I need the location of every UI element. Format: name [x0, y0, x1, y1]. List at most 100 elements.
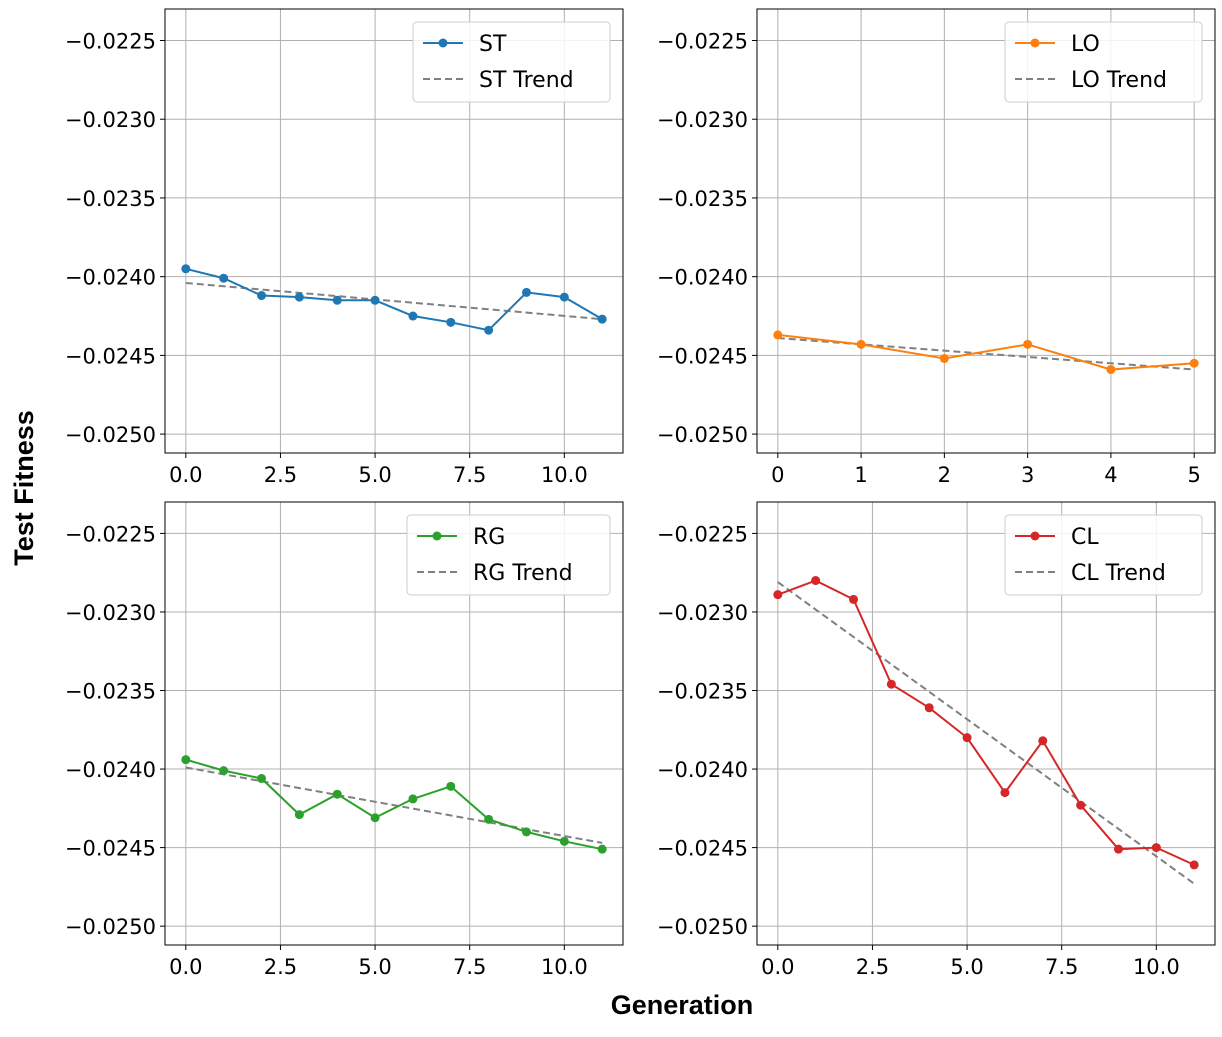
- y-tick-label: −0.0245: [657, 344, 748, 368]
- x-tick-label: 0.0: [169, 955, 202, 979]
- axes-frame: [164, 501, 624, 946]
- y-tick-label: −0.0250: [657, 915, 748, 939]
- data-point: [559, 292, 569, 302]
- data-point: [1076, 800, 1086, 810]
- data-point: [257, 291, 267, 301]
- data-point: [939, 354, 949, 364]
- legend-label: LO: [1071, 32, 1100, 57]
- data-point: [408, 794, 418, 804]
- legend-label: LO Trend: [1071, 68, 1167, 93]
- x-tick-label: 3: [1021, 463, 1034, 487]
- subplot-cl: 0.0 2.5 5.0 7.5 10.0 −0.0225 −0.0230 −0.0235 −0.…: [657, 501, 1216, 979]
- series-line-lo: [777, 333, 1195, 371]
- data-point: [219, 273, 229, 283]
- x-tick-label: 2.5: [264, 463, 297, 487]
- legend-marker-icon: [432, 531, 442, 541]
- data-point: [484, 325, 494, 335]
- data-point: [1151, 843, 1161, 853]
- x-tick-label: 5.0: [358, 955, 391, 979]
- y-tick-label: −0.0245: [65, 344, 156, 368]
- x-tick-label: 7.5: [1045, 955, 1078, 979]
- x-tick-label: 10.0: [541, 463, 588, 487]
- x-tick-label: 2.5: [856, 955, 889, 979]
- data-point: [446, 317, 456, 327]
- y-tick-label: −0.0235: [65, 680, 156, 704]
- y-tick-label: −0.0235: [657, 187, 748, 211]
- y-tick-label: −0.0230: [657, 601, 748, 625]
- axes-frame: [164, 8, 624, 454]
- y-tick-label: −0.0240: [65, 758, 156, 782]
- y-tick-label: −0.0225: [657, 522, 748, 546]
- x-axis-label: Generation: [611, 990, 754, 1020]
- x-tick-label: 5: [1187, 463, 1200, 487]
- legend-marker-icon: [1030, 38, 1040, 48]
- data-point: [1106, 365, 1116, 375]
- data-point: [219, 766, 229, 776]
- data-point: [484, 814, 494, 824]
- data-point: [773, 330, 783, 340]
- x-tick-label: 2.5: [264, 955, 297, 979]
- x-tick-label: 2: [938, 463, 951, 487]
- data-point: [446, 781, 456, 791]
- data-point: [408, 311, 418, 321]
- series-line-rg: [185, 758, 603, 851]
- y-tick-label: −0.0240: [657, 758, 748, 782]
- data-point: [370, 295, 380, 305]
- y-tick-label: −0.0245: [65, 837, 156, 861]
- legend-box: [406, 514, 611, 596]
- data-point: [597, 844, 607, 854]
- x-tick-label: 10.0: [1133, 955, 1180, 979]
- legend-label: RG: [473, 525, 505, 550]
- x-tick-label: 7.5: [453, 955, 486, 979]
- y-tick-label: −0.0240: [65, 266, 156, 290]
- data-point: [521, 287, 531, 297]
- data-point: [257, 773, 267, 783]
- x-tick-label: 4: [1104, 463, 1117, 487]
- legend-label: ST Trend: [479, 68, 574, 93]
- legend-label: ST: [479, 32, 507, 57]
- x-tick-label: 0: [771, 463, 784, 487]
- subplot-st: 0.0 2.5 5.0 7.5 10.0 −0.0225 −0.0230 −0.0235 −0.…: [65, 8, 624, 487]
- data-point: [1113, 844, 1123, 854]
- data-point: [1000, 788, 1010, 798]
- x-tick-label: 5.0: [950, 955, 983, 979]
- data-point: [849, 594, 859, 604]
- series-line-cl: [777, 579, 1195, 866]
- y-tick-label: −0.0230: [65, 601, 156, 625]
- y-tick-label: −0.0240: [657, 266, 748, 290]
- y-tick-label: −0.0235: [657, 680, 748, 704]
- series-line-st: [185, 267, 603, 332]
- data-point: [597, 314, 607, 324]
- data-point: [886, 679, 896, 689]
- legend: CL CL Trend: [1004, 514, 1203, 596]
- data-point: [294, 292, 304, 302]
- legend-label: CL Trend: [1071, 561, 1166, 586]
- data-point: [181, 755, 191, 765]
- y-tick-label: −0.0230: [657, 108, 748, 132]
- x-tick-label: 10.0: [541, 955, 588, 979]
- trend-line: [185, 766, 603, 844]
- data-point: [1189, 358, 1199, 368]
- x-tick-label: 0.0: [169, 463, 202, 487]
- legend-label: CL: [1071, 525, 1099, 550]
- trend-line: [185, 281, 603, 321]
- data-point: [332, 789, 342, 799]
- legend: ST ST Trend: [412, 21, 611, 103]
- y-tick-label: −0.0225: [657, 29, 748, 53]
- subplot-rg: 0.0 2.5 5.0 7.5 10.0 −0.0225 −0.0230 −0.0235 −0.…: [65, 501, 624, 979]
- subplot-lo: 0 1 2 3 4 5 −0.0225 −0.0230 −0.0235 −0.0240 −0.024…: [657, 8, 1216, 487]
- y-axis-label: Test Fitness: [9, 410, 39, 566]
- data-point: [811, 576, 821, 586]
- y-tick-label: −0.0250: [65, 423, 156, 447]
- data-point: [924, 703, 934, 713]
- data-point: [962, 733, 972, 743]
- trend-line: [777, 581, 1195, 885]
- data-point: [181, 264, 191, 274]
- data-point: [370, 813, 380, 823]
- data-point: [1023, 339, 1033, 349]
- y-tick-label: −0.0245: [657, 837, 748, 861]
- data-point: [294, 810, 304, 820]
- axes-frame: [756, 8, 1216, 454]
- data-point: [773, 590, 783, 600]
